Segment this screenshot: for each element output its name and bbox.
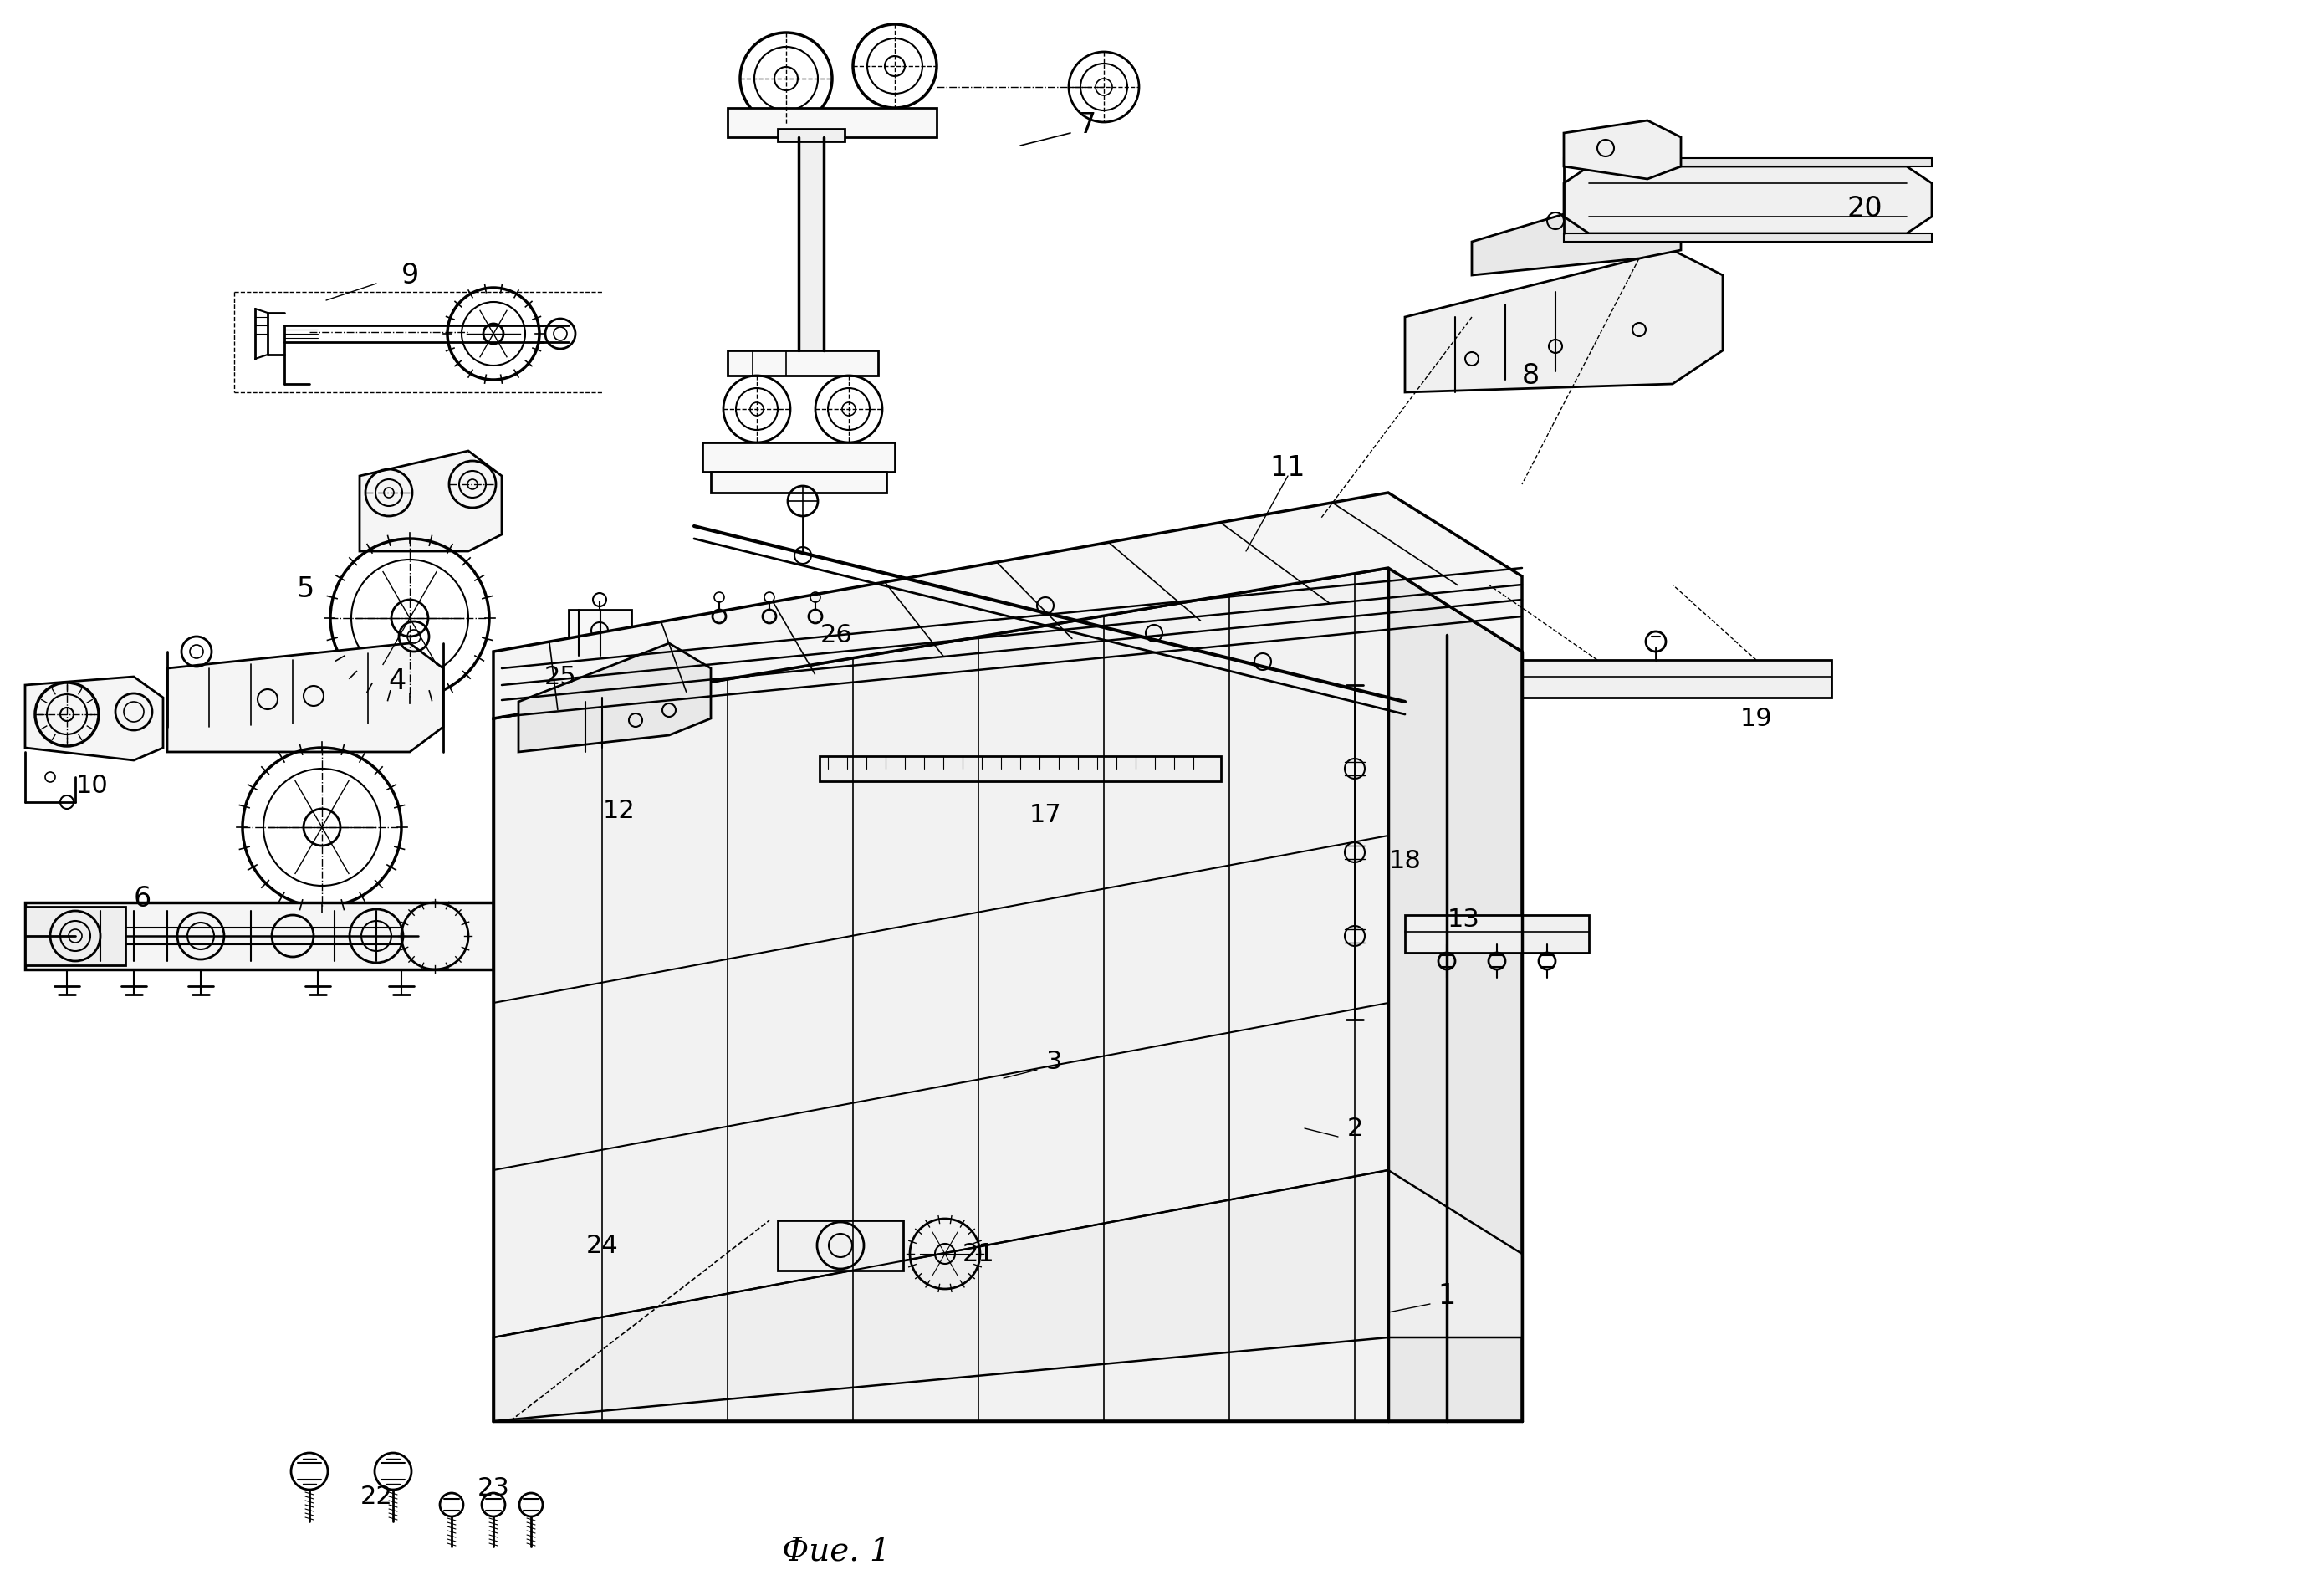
- Bar: [799, 137, 823, 351]
- Polygon shape: [1406, 251, 1722, 393]
- Polygon shape: [518, 643, 711, 752]
- Polygon shape: [1387, 569, 1522, 1420]
- Polygon shape: [1564, 167, 1931, 234]
- Text: 23: 23: [476, 1476, 509, 1499]
- Bar: [26, 907, 125, 965]
- Text: 13: 13: [1448, 907, 1480, 932]
- Text: 4: 4: [388, 667, 407, 695]
- Text: 5: 5: [297, 575, 314, 604]
- Polygon shape: [493, 493, 1522, 719]
- Text: 2: 2: [1346, 1117, 1362, 1141]
- Bar: [100, 927, 402, 945]
- Polygon shape: [167, 643, 444, 752]
- Polygon shape: [493, 569, 1522, 1420]
- Bar: [1406, 915, 1590, 953]
- Text: 12: 12: [602, 799, 634, 823]
- Bar: [779, 1220, 904, 1270]
- Polygon shape: [1564, 122, 1680, 180]
- Text: 26: 26: [820, 623, 853, 648]
- Bar: [779, 130, 844, 142]
- Polygon shape: [26, 678, 163, 760]
- Text: 20: 20: [1848, 196, 1882, 223]
- Polygon shape: [1564, 160, 1931, 167]
- Text: 19: 19: [1741, 706, 1773, 732]
- Text: Фие. 1: Фие. 1: [781, 1536, 890, 1566]
- Text: 3: 3: [1046, 1049, 1062, 1074]
- Text: 25: 25: [544, 665, 576, 689]
- Text: 18: 18: [1390, 848, 1422, 874]
- Text: 8: 8: [1522, 362, 1538, 390]
- Bar: [820, 757, 1220, 782]
- Polygon shape: [360, 452, 502, 551]
- Text: 1: 1: [1439, 1281, 1455, 1310]
- Bar: [26, 902, 493, 970]
- Bar: [711, 472, 885, 493]
- Polygon shape: [1564, 234, 1931, 242]
- Text: 7: 7: [1078, 112, 1097, 139]
- Text: 10: 10: [77, 774, 109, 798]
- Bar: [727, 351, 878, 376]
- Text: 6: 6: [132, 885, 151, 913]
- Text: 24: 24: [586, 1234, 618, 1258]
- Circle shape: [51, 912, 100, 961]
- Bar: [702, 442, 895, 472]
- Text: 22: 22: [360, 1484, 393, 1509]
- Bar: [1522, 660, 1831, 698]
- Text: 21: 21: [962, 1242, 995, 1266]
- Text: 11: 11: [1271, 455, 1306, 482]
- Bar: [727, 109, 937, 137]
- Text: 17: 17: [1030, 803, 1062, 828]
- Polygon shape: [1471, 193, 1680, 276]
- Polygon shape: [493, 1171, 1522, 1420]
- Bar: [569, 610, 632, 656]
- Text: 9: 9: [400, 262, 418, 289]
